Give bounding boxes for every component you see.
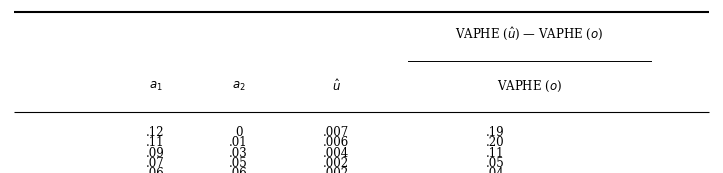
Text: .20: .20 (486, 136, 505, 149)
Text: .09: .09 (146, 147, 165, 160)
Text: .002: .002 (323, 157, 349, 170)
Text: .07: .07 (146, 157, 165, 170)
Text: 0: 0 (235, 126, 242, 139)
Text: .19: .19 (486, 126, 505, 139)
Text: $\hat{u}$: $\hat{u}$ (332, 79, 341, 94)
Text: .002: .002 (323, 167, 349, 173)
Text: $a_2$: $a_2$ (232, 80, 245, 93)
Text: .04: .04 (486, 167, 505, 173)
Text: .11: .11 (486, 147, 505, 160)
Text: .06: .06 (146, 167, 165, 173)
Text: .01: .01 (229, 136, 248, 149)
Text: .05: .05 (229, 157, 248, 170)
Text: .12: .12 (146, 126, 165, 139)
Text: $a_1$: $a_1$ (149, 80, 162, 93)
Text: .004: .004 (323, 147, 349, 160)
Text: .006: .006 (323, 136, 349, 149)
Text: VAPHE ($o$): VAPHE ($o$) (497, 79, 562, 94)
Text: .05: .05 (486, 157, 505, 170)
Text: .007: .007 (323, 126, 349, 139)
Text: .03: .03 (229, 147, 248, 160)
Text: .06: .06 (229, 167, 248, 173)
Text: VAPHE ($\hat{u}$) — VAPHE ($o$): VAPHE ($\hat{u}$) — VAPHE ($o$) (455, 26, 604, 43)
Text: .11: .11 (146, 136, 165, 149)
